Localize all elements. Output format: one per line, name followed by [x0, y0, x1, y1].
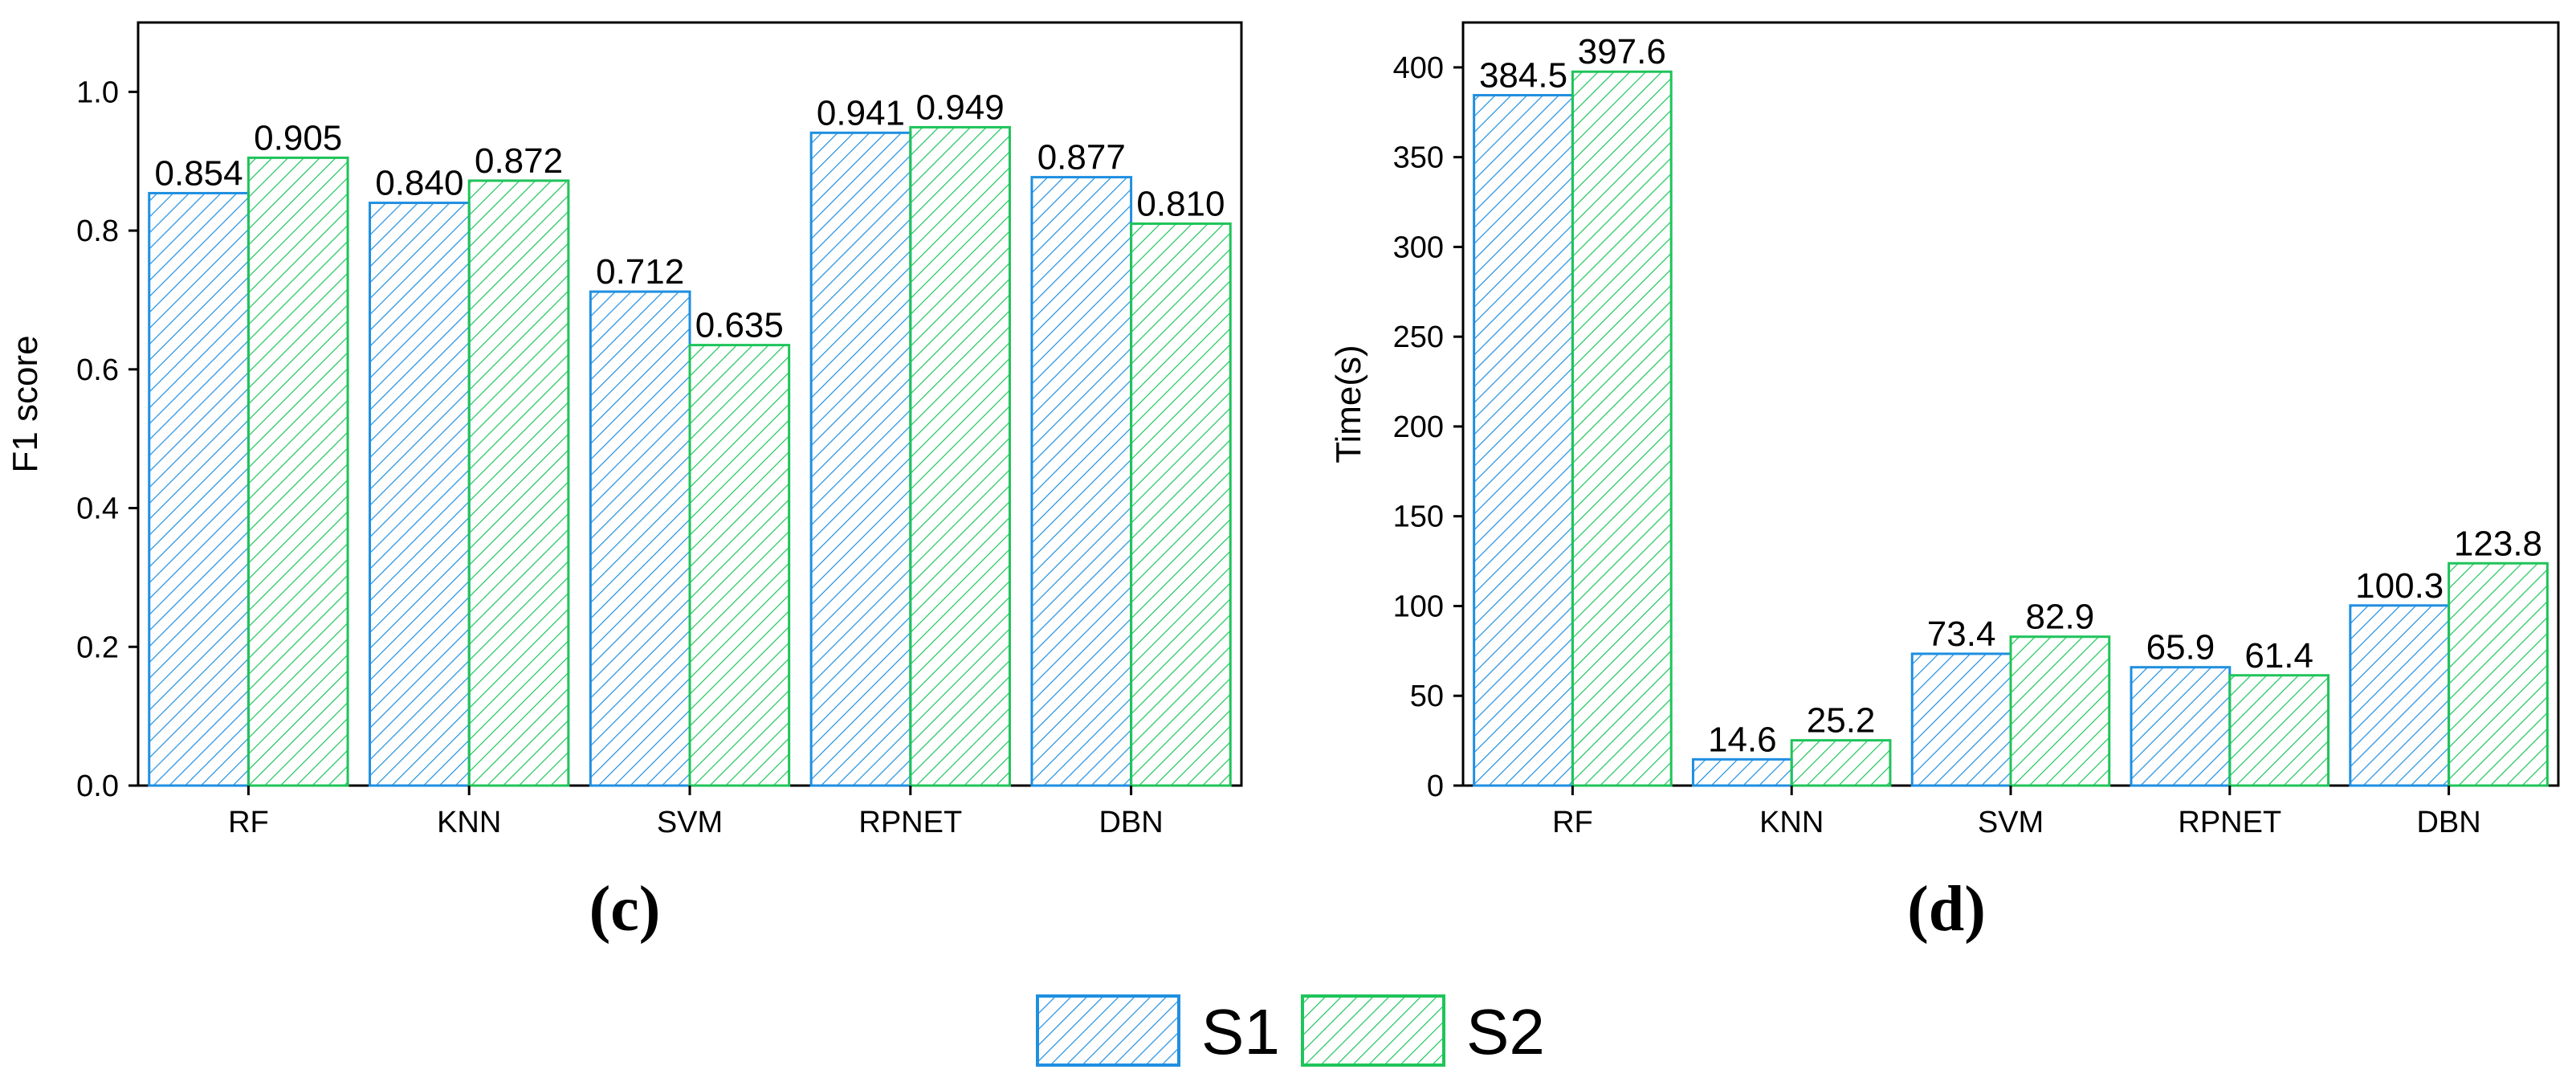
- x-tick-label-c-dbn: DBN: [1098, 806, 1163, 839]
- data-label-c-s2-knn: 0.872: [475, 141, 563, 181]
- data-label-d-s1-dbn: 100.3: [2355, 566, 2444, 606]
- data-label-c-s2-svm: 0.635: [695, 306, 784, 345]
- panel-label-c: (c): [589, 874, 661, 945]
- data-label-d-s2-rpnet: 61.4: [2244, 636, 2313, 676]
- y-tick-label-c-2: 0.4: [76, 492, 119, 526]
- y-tick-label-c-3: 0.6: [76, 353, 119, 387]
- data-label-c-s1-dbn: 0.877: [1037, 138, 1126, 178]
- bar-d-s1-rf: [1473, 94, 1574, 787]
- data-label-d-s2-dbn: 123.8: [2454, 524, 2542, 563]
- bar-c-s1-svm: [589, 290, 691, 787]
- data-label-d-s2-rf: 397.6: [1578, 32, 1666, 71]
- bar-d-s2-dbn: [2448, 561, 2549, 787]
- x-tick-label-c-rpnet: RPNET: [858, 806, 962, 839]
- x-tick-label-d-svm: SVM: [1978, 806, 2044, 839]
- legend-swatch-s1: [1036, 994, 1180, 1067]
- y-tick-label-d-2: 100: [1393, 590, 1444, 623]
- chart-time: 0 50 100 150 200 250 300 350 400 Time(s) 384.5 397.…: [1329, 21, 2560, 839]
- y-tick-label-d-0: 0: [1427, 770, 1444, 803]
- data-label-c-s1-knn: 0.840: [375, 164, 463, 203]
- y-tick-label-c-5: 1.0: [76, 76, 119, 109]
- data-label-c-s2-dbn: 0.810: [1136, 184, 1225, 223]
- legend-swatch-s2: [1301, 994, 1445, 1067]
- bar-c-s2-svm: [688, 344, 791, 787]
- y-tick-label-d-5: 250: [1393, 320, 1444, 354]
- y-tick-label-c-0: 0.0: [76, 770, 119, 803]
- x-tick-label-d-knn: KNN: [1759, 806, 1824, 839]
- legend: S1 S2: [1036, 994, 1545, 1068]
- bar-d-s1-dbn: [2349, 604, 2451, 787]
- x-tick-label-c-svm: SVM: [657, 806, 723, 839]
- bar-c-s1-knn: [369, 202, 471, 787]
- panel-label-d: (d): [1907, 874, 1986, 945]
- data-label-d-s2-svm: 82.9: [2026, 598, 2095, 637]
- bar-d-s1-svm: [1910, 652, 2012, 787]
- y-axis-label-d: Time(s): [1329, 345, 1368, 463]
- data-label-c-s1-rpnet: 0.941: [817, 93, 905, 133]
- bar-d-s2-rpnet: [2228, 674, 2330, 787]
- y-tick-label-d-8: 400: [1393, 51, 1444, 85]
- y-tick-label-d-3: 150: [1393, 500, 1444, 534]
- y-tick-label-c-1: 0.2: [76, 631, 119, 664]
- data-label-d-s1-knn: 14.6: [1708, 720, 1777, 759]
- x-tick-label-d-rpnet: RPNET: [2178, 806, 2281, 839]
- bar-d-s1-rpnet: [2130, 666, 2232, 787]
- bar-c-s1-rf: [148, 191, 250, 787]
- x-tick-label-d-dbn: DBN: [2416, 806, 2480, 839]
- data-label-d-s1-svm: 73.4: [1927, 614, 1996, 654]
- bar-d-s2-knn: [1790, 739, 1892, 787]
- bar-d-s2-svm: [2009, 635, 2111, 787]
- data-label-d-s1-rf: 384.5: [1479, 56, 1567, 96]
- data-label-c-s2-rpnet: 0.949: [916, 88, 1005, 127]
- y-tick-label-d-4: 200: [1393, 410, 1444, 444]
- bar-d-s2-rf: [1571, 70, 1673, 787]
- legend-label-s2: S2: [1466, 996, 1545, 1068]
- legend-label-s1: S1: [1201, 996, 1280, 1068]
- bar-d-s1-knn: [1691, 757, 1793, 787]
- data-label-c-s1-rf: 0.854: [155, 153, 243, 193]
- y-axis-label-c: F1 score: [6, 335, 45, 472]
- y-tick-label-d-1: 50: [1410, 680, 1444, 713]
- x-tick-label-d-rf: RF: [1552, 806, 1593, 839]
- y-tick-label-c-4: 0.8: [76, 214, 119, 248]
- bar-c-s2-dbn: [1130, 222, 1232, 787]
- bar-c-s2-rf: [247, 156, 349, 787]
- x-tick-label-c-knn: KNN: [437, 806, 501, 839]
- bar-c-s2-knn: [467, 179, 570, 787]
- y-tick-label-d-7: 350: [1393, 141, 1444, 175]
- data-label-c-s2-rf: 0.905: [254, 118, 342, 157]
- bar-c-s1-rpnet: [809, 131, 912, 787]
- bar-c-s2-rpnet: [909, 125, 1011, 787]
- chart-f1-score: 0.0 0.2 0.4 0.6 0.8 1.0 F1 score 0.854 0.905 RF 0.…: [6, 21, 1243, 839]
- data-label-d-s2-knn: 25.2: [1807, 701, 1876, 741]
- bar-c-s1-dbn: [1030, 176, 1133, 787]
- x-tick-label-c-rf: RF: [228, 806, 269, 839]
- data-label-d-s1-rpnet: 65.9: [2146, 628, 2215, 667]
- data-label-c-s1-svm: 0.712: [596, 252, 684, 292]
- y-tick-label-d-6: 300: [1393, 231, 1444, 264]
